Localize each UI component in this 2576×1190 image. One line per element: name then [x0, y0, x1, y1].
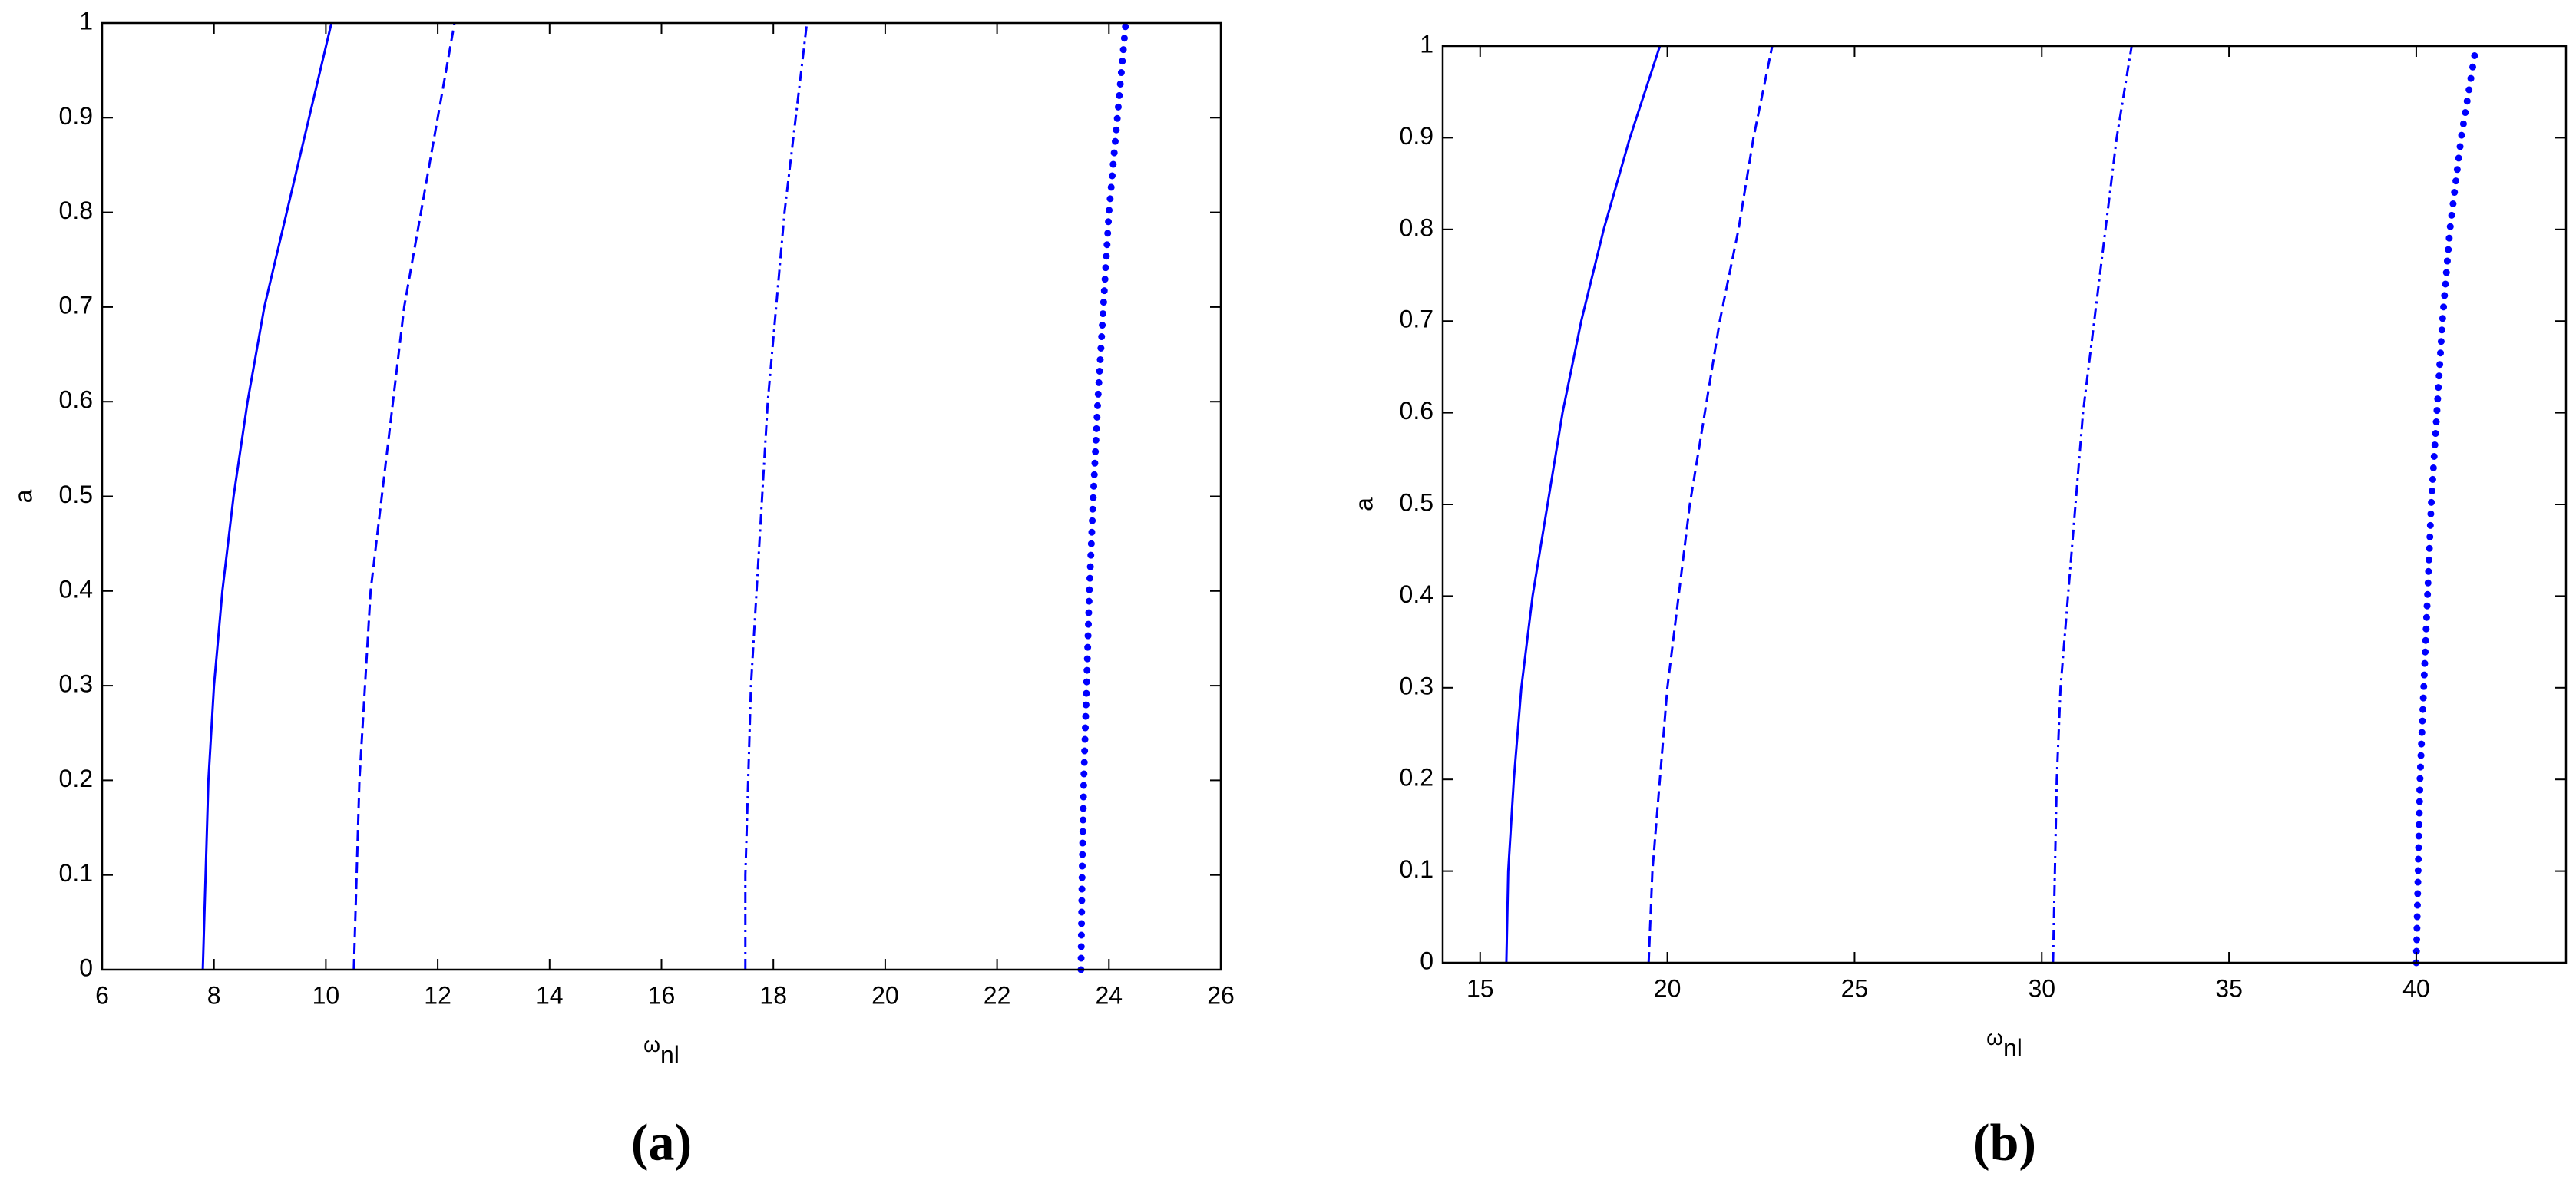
- y-tick-label: 0.6: [1400, 397, 1433, 425]
- y-tick-label: 0.8: [1400, 213, 1433, 241]
- y-tick-label: 0.9: [1400, 122, 1433, 150]
- x-axis-label-main: ω: [1986, 1026, 2003, 1050]
- y-tick-label: 0: [1420, 947, 1433, 974]
- x-tick-label: 26: [1207, 981, 1235, 1009]
- x-axis-label-main: ω: [643, 1033, 660, 1056]
- y-tick-label: 0.1: [59, 859, 93, 887]
- x-tick-label: 16: [648, 981, 676, 1009]
- series-line: [1505, 45, 1662, 964]
- y-tick-label: 0.3: [1400, 672, 1433, 699]
- x-tick-label: 14: [536, 981, 564, 1009]
- series-line: [201, 22, 333, 970]
- x-tick-label: 15: [1467, 974, 1494, 1002]
- x-tick-label: 10: [312, 981, 340, 1009]
- x-axis-label-sub: nl: [660, 1041, 680, 1069]
- y-tick-label: 0.4: [59, 575, 93, 603]
- y-tick-label: 0.2: [59, 765, 93, 792]
- y-tick-label: 0.3: [59, 670, 93, 698]
- x-tick-label: 6: [95, 981, 109, 1009]
- x-tick-label: 25: [1841, 974, 1869, 1002]
- plot-frame: [1441, 45, 2568, 964]
- y-tick-label: 0.5: [1400, 488, 1433, 516]
- y-tick-label: 0.7: [1400, 306, 1433, 333]
- x-tick-label: 22: [984, 981, 1011, 1009]
- x-tick-label: 24: [1096, 981, 1123, 1009]
- y-tick-label: 0.7: [59, 291, 93, 319]
- series-line: [1077, 19, 1129, 973]
- x-tick-label: 8: [207, 981, 221, 1009]
- y-tick-label: 1: [79, 7, 93, 35]
- y-axis-label: a: [9, 489, 37, 503]
- x-tick-label: 40: [2402, 974, 2430, 1002]
- x-tick-label: 12: [424, 981, 451, 1009]
- y-tick-label: 0.4: [1400, 580, 1433, 608]
- series-line: [1647, 45, 1774, 964]
- x-tick-label: 35: [2215, 974, 2243, 1002]
- y-tick-label: 0.8: [59, 197, 93, 224]
- x-tick-label: 18: [759, 981, 787, 1009]
- y-tick-label: 0.6: [59, 386, 93, 414]
- series-line: [744, 22, 809, 970]
- x-tick-label: 20: [871, 981, 899, 1009]
- y-tick-label: 0.5: [59, 481, 93, 508]
- x-tick-label: 20: [1654, 974, 1682, 1002]
- y-tick-label: 0: [79, 954, 93, 981]
- plot-frame: [101, 21, 1222, 971]
- y-tick-label: 0.9: [59, 102, 93, 130]
- y-axis-label: a: [1350, 497, 1377, 511]
- series-line: [2412, 42, 2480, 967]
- x-tick-label: 30: [2028, 974, 2055, 1002]
- x-axis-label: ωnl: [643, 1033, 680, 1069]
- y-tick-label: 0.2: [1400, 764, 1433, 792]
- y-tick-label: 1: [1420, 30, 1433, 58]
- panel-label: (b): [1973, 1113, 2036, 1172]
- panel-label: (a): [631, 1113, 692, 1172]
- series-line: [352, 22, 456, 970]
- series-line: [2052, 45, 2133, 964]
- x-axis-label: ωnl: [1986, 1026, 2022, 1062]
- y-tick-label: 0.1: [1400, 855, 1433, 883]
- x-axis-label-sub: nl: [2003, 1034, 2022, 1062]
